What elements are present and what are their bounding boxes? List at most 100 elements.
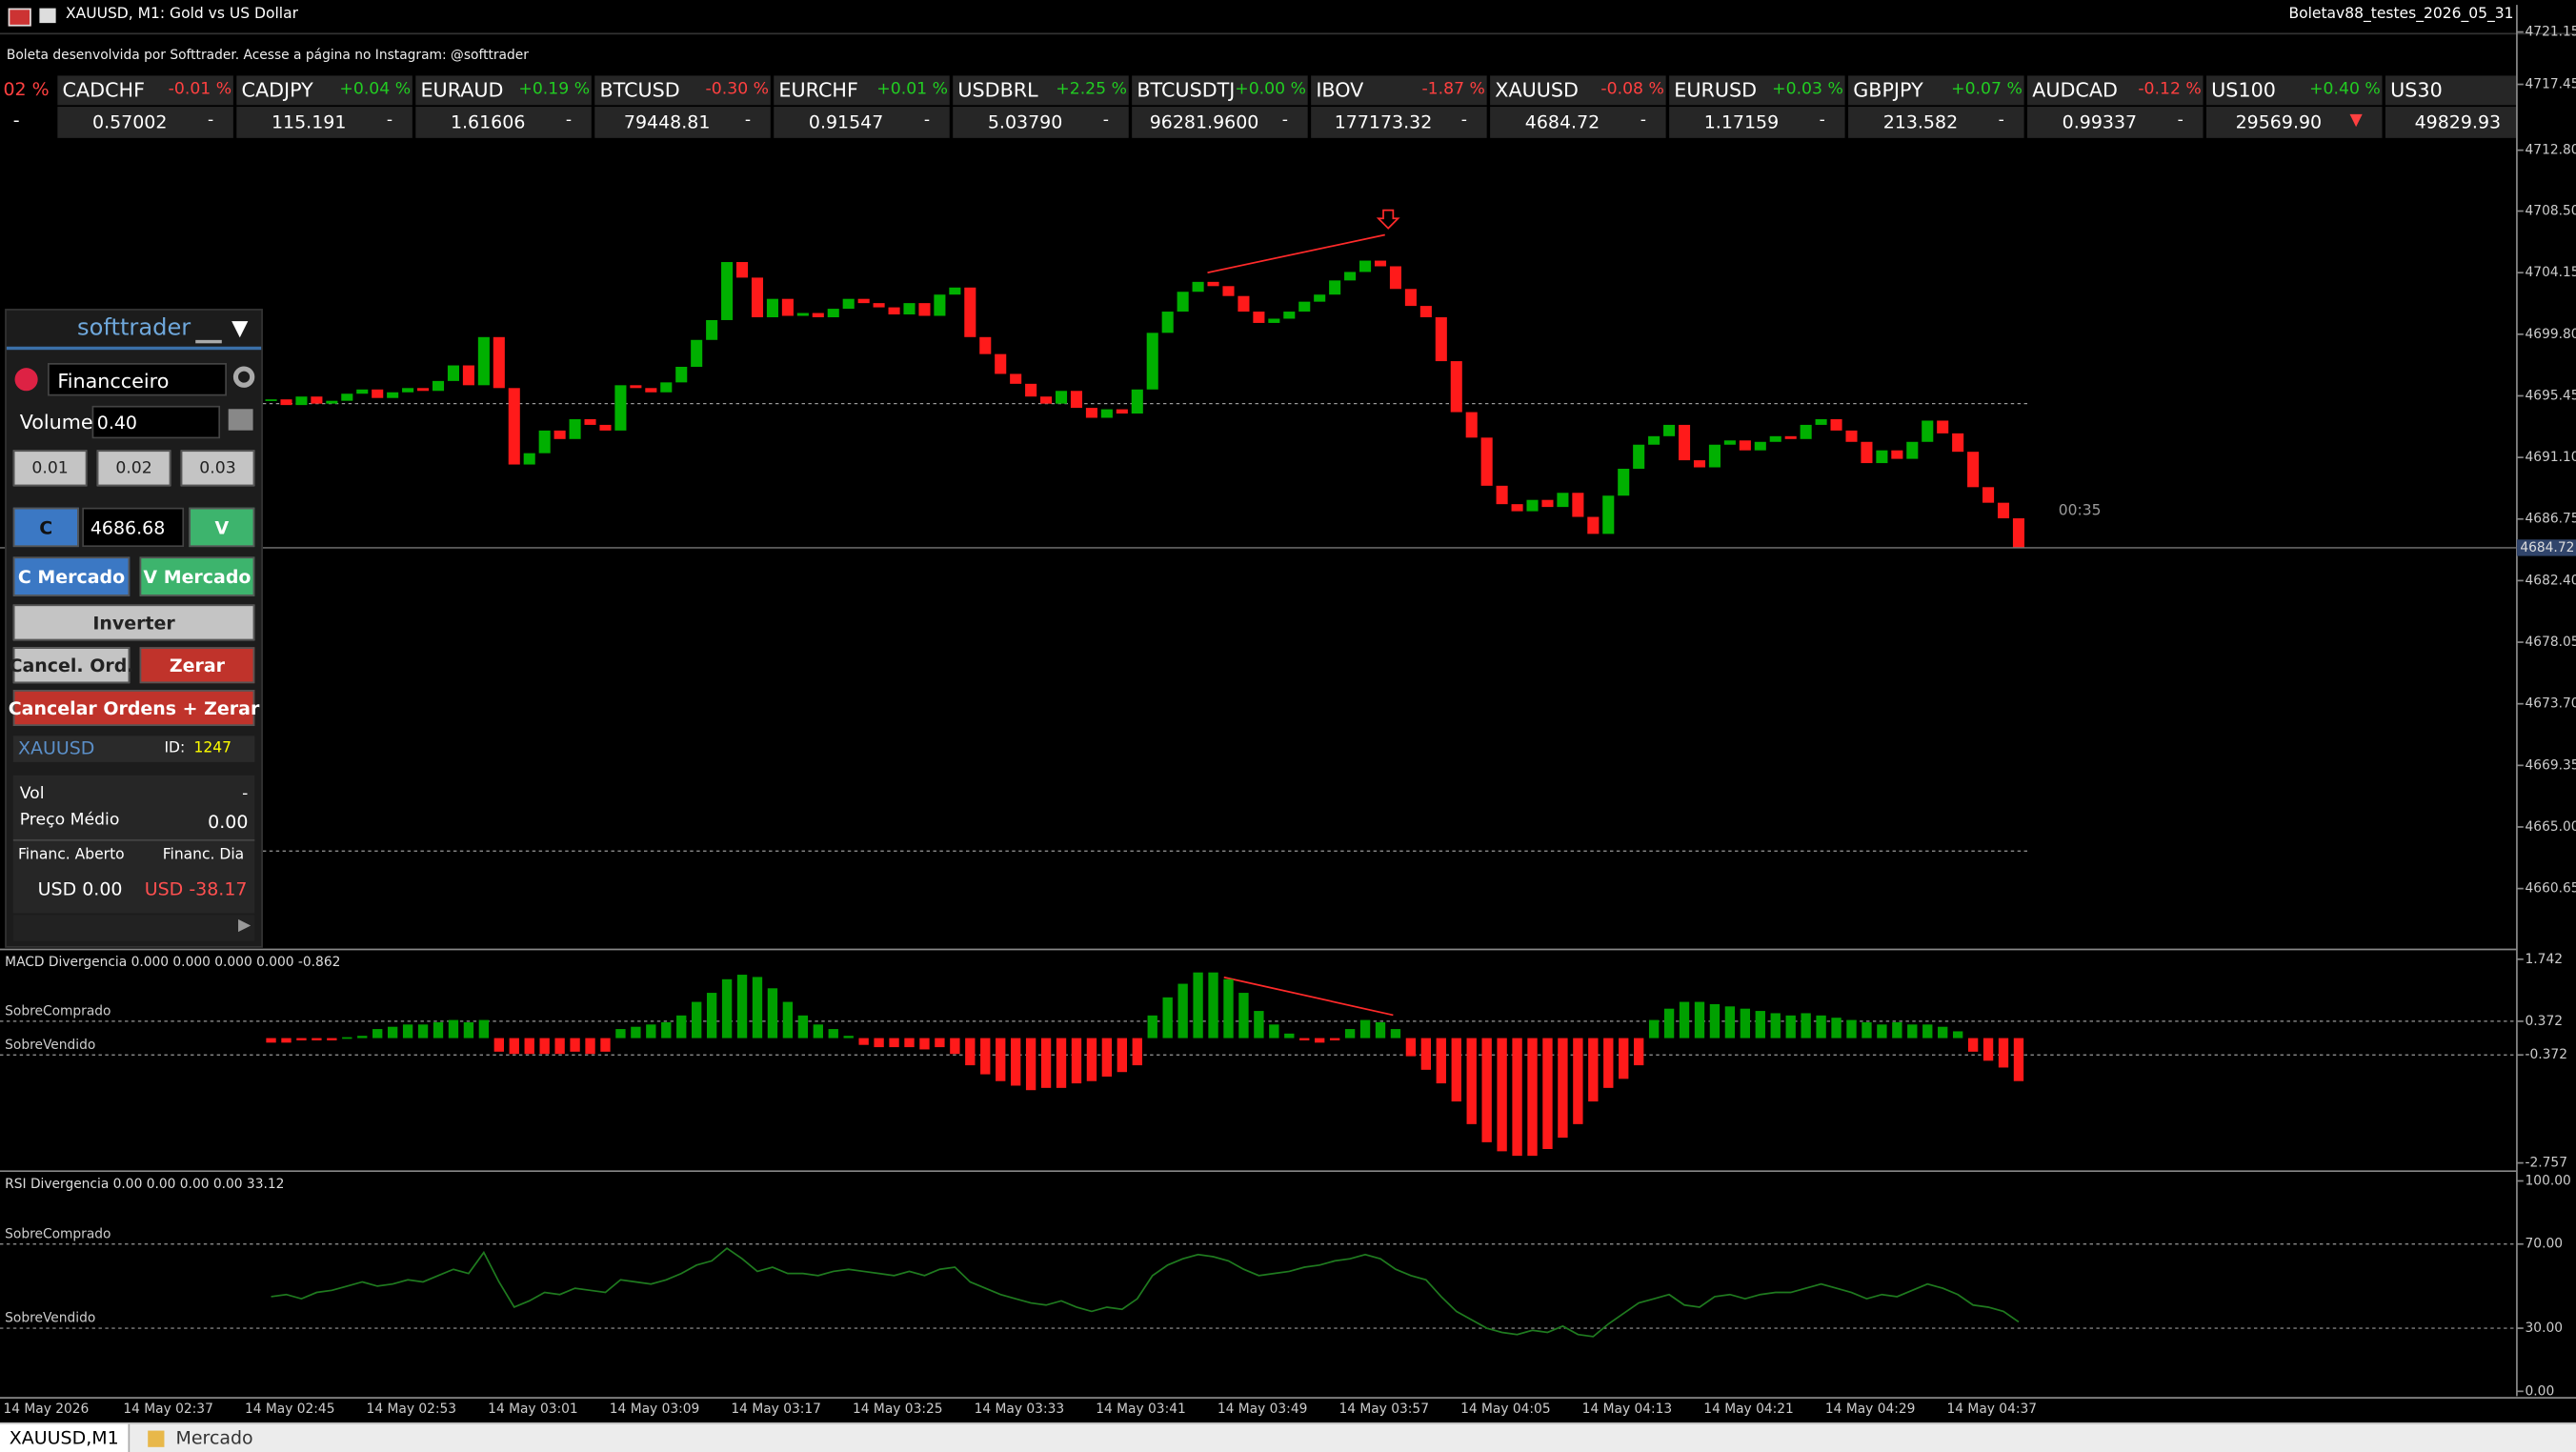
- ticker[interactable]: AUDCAD -0.12 % 0.99337 -: [2027, 75, 2204, 138]
- histogram-bar: [1466, 1038, 1477, 1124]
- ticker-trend: -: [1102, 111, 1110, 131]
- settings-icon[interactable]: [232, 366, 255, 388]
- ticker[interactable]: BTCUSDTJ +0.00 % 96281.9600 -: [1132, 75, 1308, 138]
- histogram-bar: [1162, 997, 1173, 1039]
- ticker-row: [1669, 107, 1845, 138]
- ticker-trend: -: [1460, 111, 1467, 131]
- candle: [1222, 286, 1235, 296]
- ticker-row: [594, 107, 771, 138]
- histogram-bar: [661, 1021, 672, 1039]
- ticker[interactable]: EURUSD +0.03 % 1.17159 -: [1669, 75, 1845, 138]
- rsi-title: RSI Divergencia 0.00 0.00 0.00 0.00 33.1…: [5, 1177, 284, 1192]
- lot-button[interactable]: 0.02: [96, 450, 171, 487]
- ticker-row: [594, 75, 771, 106]
- candle: [1739, 440, 1751, 451]
- histogram-bar: [752, 977, 763, 1039]
- candle: [1663, 424, 1676, 436]
- ticker[interactable]: EURCHF +0.01 % 0.91547 -: [774, 75, 950, 138]
- ticker[interactable]: GBPJPY +0.07 % 213.582 -: [1848, 75, 2024, 138]
- ticker[interactable]: US30-0.0249829.93-: [2385, 75, 2517, 138]
- ticker[interactable]: US100 +0.40 % 29569.90 ▼: [2205, 75, 2383, 138]
- market-tab[interactable]: Mercado: [175, 1427, 253, 1449]
- histogram-bar: [1208, 972, 1218, 1039]
- candle: [1557, 493, 1569, 508]
- candle: [569, 418, 581, 439]
- cancel-close-button[interactable]: Cancelar Ordens + Zerar: [9, 690, 259, 726]
- histogram-bar: [736, 975, 748, 1039]
- histogram-bar: [1390, 1029, 1401, 1039]
- ticker-change: -1.87 %: [1421, 80, 1485, 99]
- invert-button[interactable]: Inverter: [12, 604, 255, 641]
- histogram-bar: [1344, 1029, 1356, 1039]
- ticker-price: 0.99337: [2062, 111, 2138, 133]
- candle: [1100, 409, 1113, 418]
- histogram-bar: [570, 1038, 580, 1052]
- candle: [1314, 294, 1326, 302]
- ticker[interactable]: IBOV -1.87 % 177173.32 -: [1311, 75, 1487, 138]
- candle: [1465, 412, 1478, 438]
- volume-icon[interactable]: [228, 409, 253, 431]
- candle: [326, 400, 338, 404]
- candle: [280, 399, 292, 406]
- candle: [1800, 424, 1812, 439]
- mode-select[interactable]: Financceiro: [48, 362, 227, 396]
- ticker-bar: 02 % - CADCHF -0.01 % 0.57002 - CADJPY +0.04 % 1…: [0, 75, 2517, 141]
- candle: [949, 287, 961, 295]
- sell-limit-button[interactable]: V: [189, 507, 255, 548]
- time-label: 14 May 03:01: [488, 1402, 578, 1417]
- candle: [888, 307, 900, 315]
- buy-limit-button[interactable]: C: [12, 507, 79, 548]
- candle: [1815, 418, 1827, 425]
- ticker-name: EURAUD: [420, 78, 504, 102]
- candle: [1025, 383, 1037, 397]
- candle: [1633, 444, 1645, 470]
- lot-button[interactable]: 0.03: [180, 450, 255, 487]
- close-button[interactable]: Zerar: [139, 647, 255, 684]
- histogram-bar: [1740, 1008, 1751, 1039]
- candle: [873, 303, 885, 308]
- histogram-bar: [1025, 1038, 1036, 1091]
- trade-panel: softtrader ▼ Financceiro Volume: 0.40 0.…: [5, 309, 263, 948]
- histogram-bar: [417, 1024, 429, 1039]
- ticker-change: +0.07 %: [1951, 80, 2023, 99]
- buy-market-button[interactable]: C Mercado: [12, 556, 131, 596]
- y-tick-label: 1.742: [2526, 952, 2563, 967]
- price-input[interactable]: 4686.68: [82, 507, 185, 548]
- ticker-row: [2205, 75, 2383, 106]
- avg-label: Preço Médio: [19, 811, 120, 830]
- histogram-bar: [1892, 1021, 1902, 1039]
- ticker-change: +0.40 %: [2309, 80, 2381, 99]
- collapse-toggle[interactable]: ▼: [231, 316, 249, 342]
- volume-input[interactable]: 0.40: [91, 405, 221, 439]
- symbol-row: [12, 736, 255, 762]
- candle: [2012, 518, 2025, 548]
- y-tick-label: 4678.05: [2526, 635, 2576, 650]
- chart-tab[interactable]: XAUUSD,M1: [0, 1423, 131, 1452]
- day-value: USD -38.17: [144, 878, 248, 900]
- ticker-row: [1311, 75, 1487, 106]
- cancel-orders-button[interactable]: Cancel. Ord.: [10, 647, 133, 684]
- ticker-change: -0.12 %: [2138, 80, 2202, 99]
- ticker[interactable]: CADCHF -0.01 % 0.57002 -: [57, 75, 233, 138]
- candle: [1253, 312, 1265, 323]
- ticker[interactable]: XAUUSD -0.08 % 4684.72 -: [1490, 75, 1666, 138]
- candle: [341, 393, 353, 401]
- y-tick-label: 4669.35: [2526, 757, 2576, 773]
- ticker-row: [1311, 107, 1487, 138]
- ticker[interactable]: BTCUSD -0.30 % 79448.81 -: [594, 75, 771, 138]
- histogram-bar: [889, 1038, 899, 1048]
- ticker[interactable]: EURAUD +0.19 % 1.61606 -: [415, 75, 592, 138]
- candle: [1238, 295, 1250, 313]
- sell-market-button[interactable]: V Mercado: [139, 556, 255, 596]
- candle: [1937, 420, 1949, 434]
- candle: [1861, 441, 1873, 464]
- lot-button[interactable]: 0.01: [12, 450, 88, 487]
- expand-toggle[interactable]: ▶: [238, 916, 252, 935]
- ticker[interactable]: CADJPY +0.04 % 115.191 -: [236, 75, 413, 138]
- y-tick-label: 100.00: [2526, 1173, 2571, 1188]
- ticker-row: [2027, 75, 2204, 106]
- histogram-bar: [1967, 1038, 1979, 1052]
- candle: [1207, 281, 1219, 287]
- candle: [1192, 281, 1204, 292]
- ticker[interactable]: USDBRL +2.25 % 5.03790 -: [953, 75, 1129, 138]
